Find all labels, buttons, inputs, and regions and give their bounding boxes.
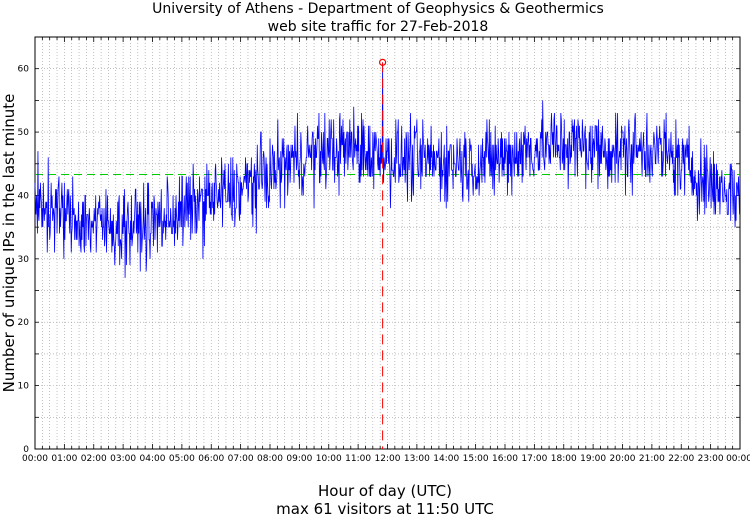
x-tick-label: 09:00	[286, 454, 312, 464]
x-tick-label: 23:00	[698, 454, 724, 464]
y-tick-labels: 0 10 20 30 40 50 60	[18, 65, 30, 455]
traffic-series-line	[34, 62, 740, 278]
max-marker-dot	[379, 58, 387, 66]
y-tick-label: 50	[18, 128, 30, 138]
chart-subtitle: web site traffic for 27-Feb-2018	[268, 19, 489, 35]
chart-title: University of Athens - Department of Geo…	[152, 1, 604, 17]
grid-lines	[35, 37, 740, 449]
x-tick-label: 20:00	[610, 454, 636, 464]
x-tick-label: 08:00	[257, 454, 283, 464]
x-tick-label: 14:00	[433, 454, 459, 464]
max-caption: max 61 visitors at 11:50 UTC	[276, 500, 494, 515]
x-tick-label: 19:00	[580, 454, 606, 464]
x-tick-label: 13:00	[404, 454, 430, 464]
y-tick-label: 20	[18, 318, 30, 328]
x-tick-label: 06:00	[198, 454, 224, 464]
x-tick-label: 05:00	[169, 454, 195, 464]
x-tick-label: 21:00	[639, 454, 665, 464]
x-tick-label: 18:00	[551, 454, 577, 464]
x-tick-labels: 00:00 01:00 02:00 03:00 04:00 05:00 06:00 07:00…	[22, 454, 750, 464]
x-tick-label: 17:00	[521, 454, 547, 464]
x-tick-label: 12:00	[375, 454, 401, 464]
y-tick-label: 0	[23, 445, 29, 455]
axis-ticks	[34, 36, 741, 450]
x-tick-label: 10:00	[316, 454, 342, 464]
x-tick-label: 00:00	[22, 454, 48, 464]
x-tick-label: 00:00	[726, 454, 750, 464]
x-tick-label: 01:00	[51, 454, 77, 464]
y-tick-label: 10	[18, 382, 30, 392]
x-tick-label: 07:00	[228, 454, 254, 464]
x-tick-label: 11:00	[345, 454, 371, 464]
y-tick-label: 40	[18, 191, 30, 201]
y-axis-label: Number of unique IPs in the last minute	[0, 94, 18, 393]
y-tick-label: 60	[18, 65, 30, 75]
x-tick-label: 16:00	[492, 454, 518, 464]
x-tick-label: 15:00	[463, 454, 489, 464]
x-tick-label: 22:00	[668, 454, 694, 464]
y-tick-label: 30	[18, 255, 30, 265]
x-tick-label: 04:00	[140, 454, 166, 464]
x-tick-label: 03:00	[110, 454, 136, 464]
x-tick-label: 02:00	[81, 454, 107, 464]
x-axis-label: Hour of day (UTC)	[318, 482, 452, 500]
